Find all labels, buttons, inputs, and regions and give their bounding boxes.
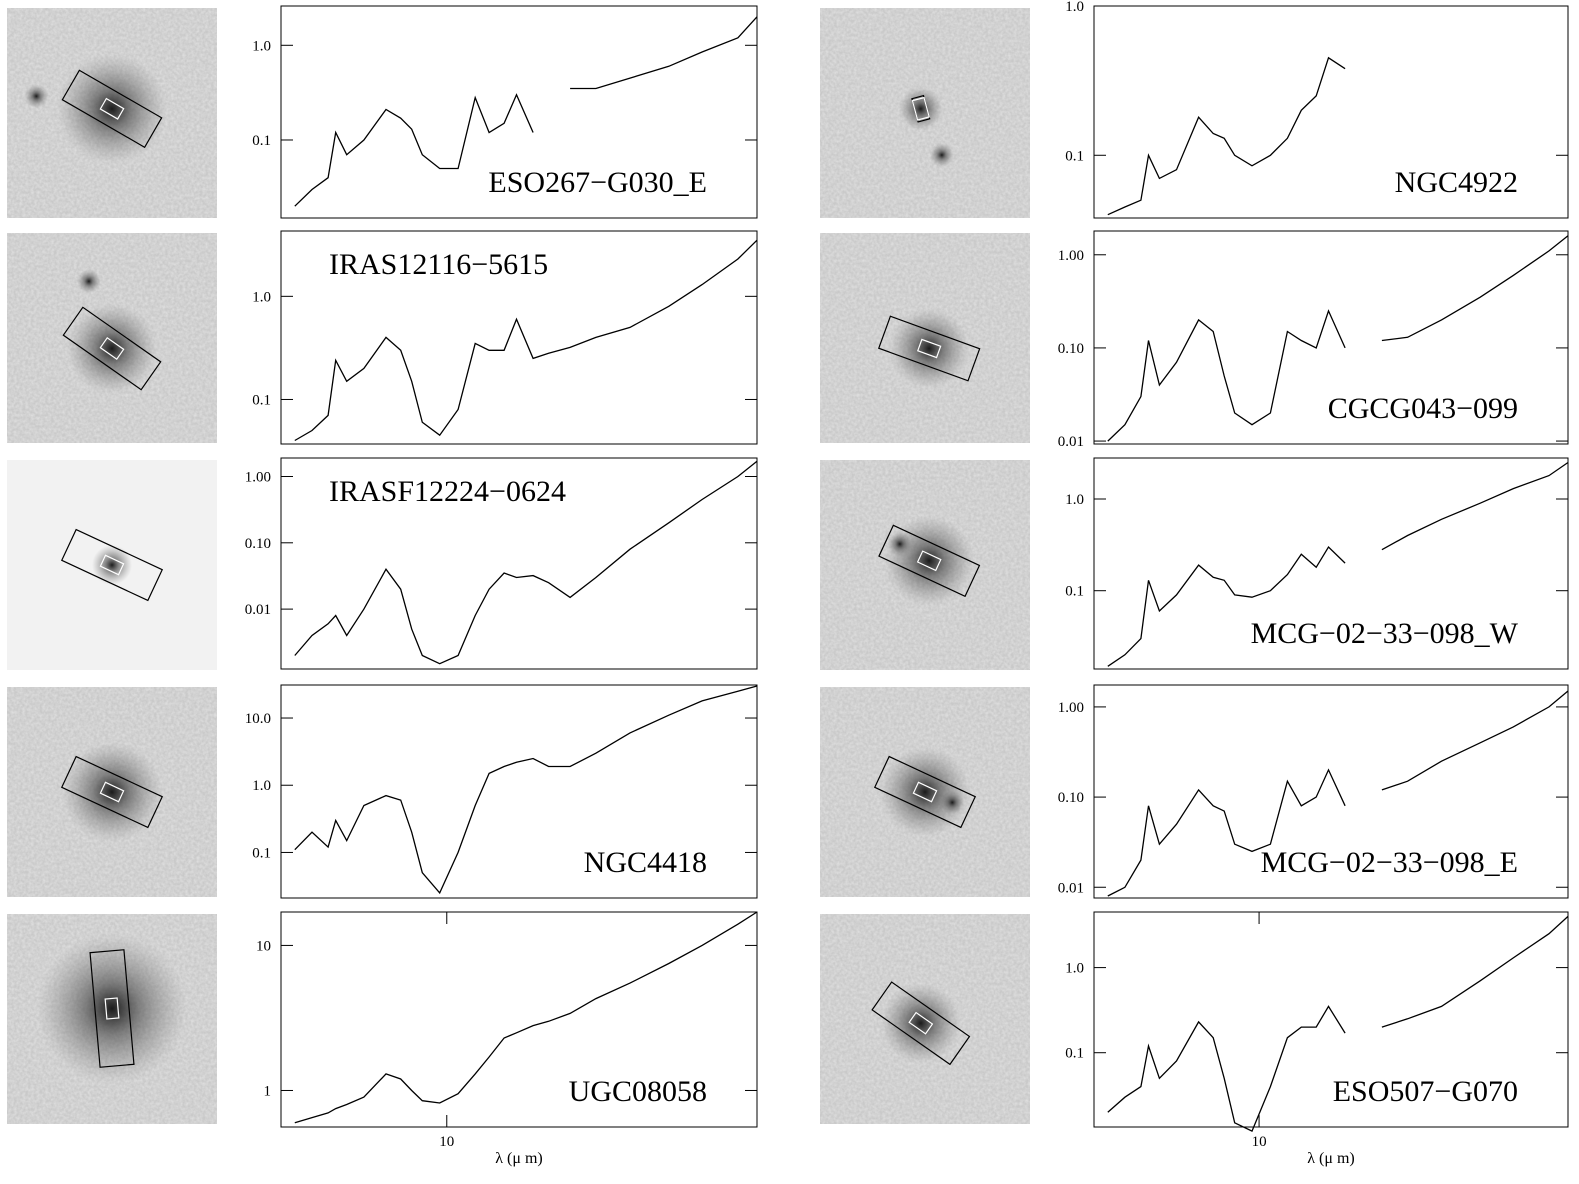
spectrum [294, 685, 758, 895]
y-tick-label: 0.1 [1065, 1046, 1084, 1062]
object-name: CGCG043−099 [1328, 392, 1518, 425]
y-tick-label: 0.01 [1058, 434, 1084, 450]
y-tick-label: 1.00 [1058, 248, 1084, 264]
galaxy [57, 53, 167, 164]
y-tick-label: 0.10 [245, 536, 271, 552]
y-tick-label: 1.00 [245, 469, 271, 485]
plot-frame [1093, 911, 1569, 1128]
object-name: NGC4922 [1395, 166, 1518, 199]
slit-inner [99, 337, 125, 360]
y-tick-label: 0.1 [1065, 584, 1084, 600]
y-tick-label: 0.1 [252, 392, 271, 408]
y-tick-label: 10.0 [245, 711, 271, 727]
y-tick-label: 0.1 [252, 845, 271, 861]
slit [61, 69, 163, 149]
y-tick-label: 1.0 [1065, 492, 1084, 508]
galaxy [76, 269, 101, 294]
object-name: ESO267−G030_E [488, 166, 707, 199]
y-tick-label: 0.01 [1058, 880, 1084, 896]
plot-frame [1093, 457, 1569, 670]
galaxy [889, 308, 970, 389]
object-name: UGC08058 [569, 1075, 707, 1108]
galaxy [67, 303, 157, 394]
spectrum [294, 239, 758, 442]
galaxy [62, 742, 162, 842]
slit-inner [916, 338, 942, 359]
galaxy [24, 84, 49, 109]
galaxy [887, 532, 912, 556]
y-tick-label: 0.01 [245, 602, 271, 618]
slit-inner [908, 1011, 934, 1035]
plot-frame [1093, 5, 1569, 219]
plot-frame [280, 230, 758, 445]
plot-frame [1093, 230, 1569, 445]
galaxy [880, 983, 961, 1064]
spectrum [1107, 235, 1569, 442]
x-axis-label: λ (μ m) [495, 1150, 542, 1167]
y-tick-label: 1.0 [1065, 961, 1084, 977]
plot-frame [280, 5, 758, 219]
slit [62, 306, 162, 391]
slit-inner [911, 96, 930, 121]
y-tick-label: 1.00 [1058, 700, 1084, 716]
spectrum [1107, 56, 1346, 216]
y-tick-label: 0.10 [1058, 790, 1084, 806]
slit-inner [99, 781, 125, 803]
object-name: NGC4418 [584, 846, 707, 879]
object-name: ESO507−G070 [1333, 1075, 1518, 1108]
y-tick-label: 1.0 [252, 38, 271, 54]
slit [877, 315, 981, 382]
y-tick-label: 1.0 [252, 778, 271, 794]
x-tick-label: 10 [439, 1134, 454, 1150]
slit [60, 755, 164, 829]
y-tick-label: 10 [256, 938, 271, 954]
spectrum [294, 911, 758, 1124]
object-name: IRASF12224−0624 [329, 475, 566, 508]
galaxy [37, 933, 187, 1084]
plot-frame [280, 911, 758, 1128]
y-tick-label: 0.1 [252, 133, 271, 149]
galaxy [880, 747, 970, 837]
object-name: IRAS12116−5615 [329, 248, 548, 281]
galaxy [884, 515, 975, 606]
slit [60, 528, 164, 602]
galaxy [929, 143, 954, 167]
spectrum [1107, 461, 1569, 667]
spectrum [1107, 690, 1569, 897]
x-axis-label: λ (μ m) [1307, 1150, 1354, 1167]
y-tick-label: 1 [264, 1083, 272, 1099]
plot-frame [280, 457, 758, 670]
plot-frame [280, 684, 758, 899]
slit [873, 755, 977, 829]
galaxy [940, 790, 965, 815]
slit [89, 949, 135, 1068]
plot-frame [1093, 684, 1569, 899]
slit [878, 524, 981, 598]
y-tick-label: 0.1 [1065, 148, 1084, 164]
object-name: MCG−02−33−098_E [1261, 846, 1518, 879]
spectrum [1107, 915, 1569, 1132]
y-tick-label: 1.0 [1065, 0, 1084, 15]
slit-inner [104, 997, 120, 1020]
slit-inner [99, 554, 125, 576]
spectrum [294, 16, 758, 207]
slit-inner [912, 781, 938, 803]
slit-inner [916, 550, 942, 572]
galaxy [92, 545, 132, 585]
y-tick-label: 1.0 [252, 289, 271, 305]
object-name: MCG−02−33−098_W [1251, 617, 1519, 650]
spectrum [294, 460, 758, 665]
y-tick-label: 0.10 [1058, 341, 1084, 357]
slit-inner [99, 97, 125, 120]
slit [871, 981, 971, 1066]
galaxy [898, 86, 943, 131]
x-tick-label: 10 [1252, 1134, 1267, 1150]
